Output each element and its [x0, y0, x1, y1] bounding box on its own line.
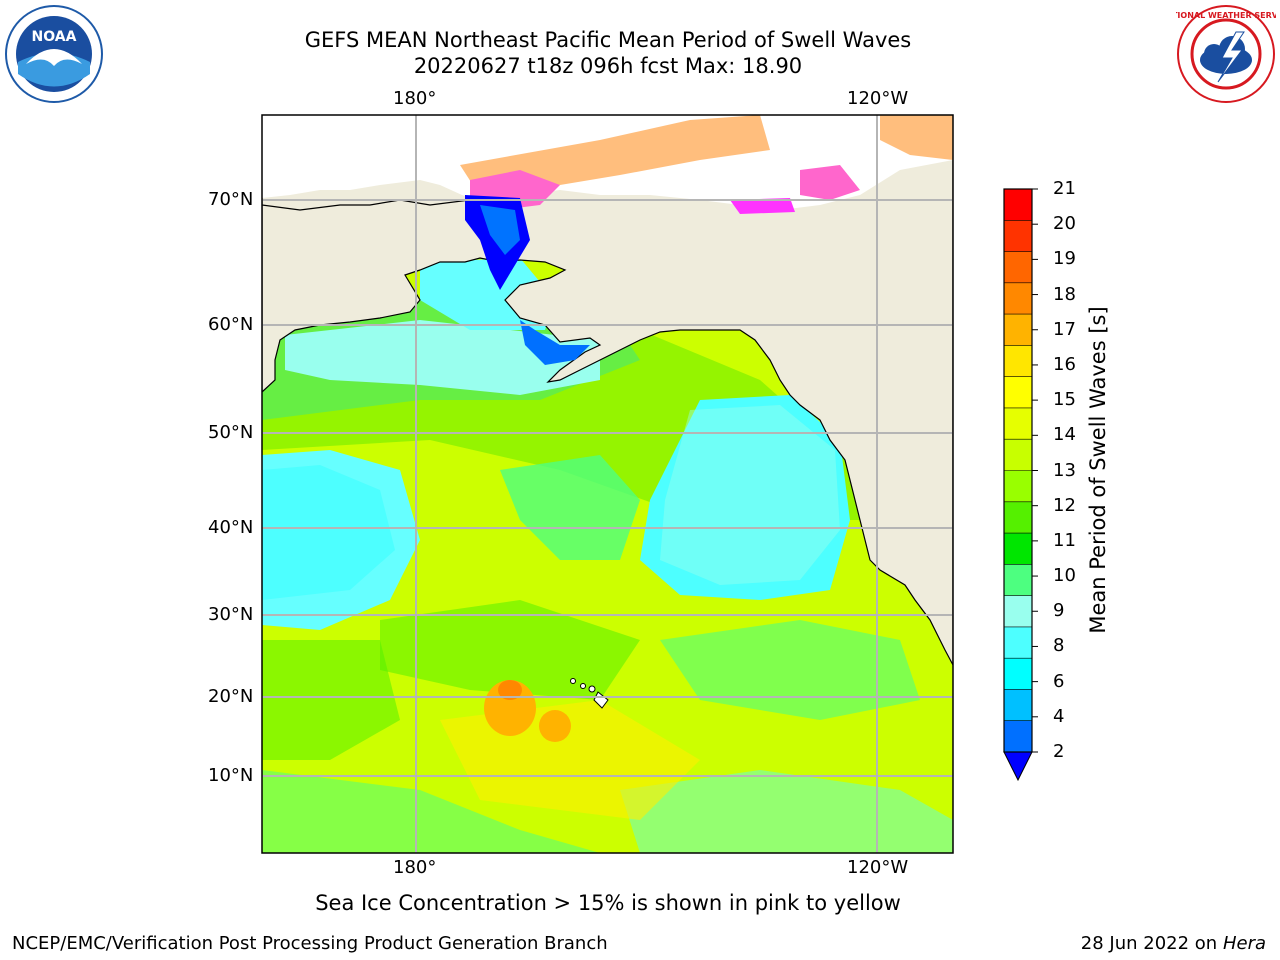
swell-west-cyan-core	[262, 465, 395, 600]
lat-tick-10n: 10°N	[208, 765, 254, 786]
colorbar-level-label: 10	[1053, 565, 1076, 587]
colorbar-level-label: 13	[1053, 459, 1076, 481]
colorbar-extend-arrow	[1003, 751, 1033, 782]
noaa-logo-text: NOAA	[32, 29, 77, 45]
colorbar-level-label: 14	[1053, 424, 1076, 446]
colorbar-segment	[1004, 470, 1032, 503]
lon-tick-top-180: 180°	[393, 88, 437, 109]
colorbar-segment	[1004, 376, 1032, 409]
colorbar-level-label: 21	[1053, 178, 1076, 199]
colorbar-level-label: 2	[1053, 741, 1065, 762]
chart-title: GEFS MEAN Northeast Pacific Mean Period …	[304, 28, 912, 52]
noaa-logo: NOAA	[5, 5, 103, 103]
swell-sw-green	[262, 640, 400, 760]
nws-logo-text: NATIONAL WEATHER SERVICE	[1176, 11, 1276, 20]
colorbar-segment	[1004, 220, 1032, 253]
swell-hotspot-core	[498, 680, 522, 700]
swell-east-green	[660, 620, 920, 720]
sea-ice-orange	[460, 115, 770, 196]
colorbar-level-label: 12	[1053, 494, 1076, 516]
colorbar-level-label: 15	[1053, 389, 1076, 411]
colorbar-level-label: 16	[1053, 353, 1076, 375]
colorbar-level-label: 6	[1053, 670, 1065, 692]
colorbar-segment	[1004, 626, 1032, 659]
colorbar-level-label: 19	[1053, 248, 1076, 270]
colorbar-level-label: 18	[1053, 283, 1076, 305]
colorbar-segment	[1004, 314, 1032, 346]
colorbar-segment	[1004, 189, 1032, 221]
swell-south-green	[262, 770, 600, 853]
chart-subtitle: 20220627 t18z 096h fcst Max: 18.90	[413, 54, 803, 78]
hawaii-island-2	[580, 683, 586, 689]
map-gridlines	[262, 115, 953, 853]
lon-tick-top-120w: 120°W	[847, 88, 909, 109]
colorbar	[1004, 188, 1038, 753]
lat-tick-40n: 40°N	[208, 517, 254, 538]
colorbar-segment	[1004, 720, 1032, 753]
swell-central-green	[380, 600, 640, 700]
colorbar-level-label: 4	[1053, 705, 1065, 727]
colorbar-segment	[1004, 533, 1032, 565]
footer-credit: NCEP/EMC/Verification Post Processing Pr…	[12, 933, 608, 954]
swell-mid-green	[500, 455, 640, 560]
colorbar-segment	[1004, 501, 1032, 534]
hawaii-island-3	[588, 685, 596, 693]
swell-hotspot-2	[539, 710, 571, 742]
sea-ice-magenta	[730, 198, 795, 214]
swell-east-cyan-blob	[640, 395, 850, 600]
lat-tick-50n: 50°N	[208, 422, 254, 443]
swell-se-green	[620, 770, 953, 853]
lon-tick-bottom-180: 180°	[393, 857, 437, 878]
colorbar-level-label: 11	[1053, 529, 1076, 551]
swell-bristol-blue	[520, 320, 590, 365]
colorbar-level-label: 8	[1053, 635, 1065, 657]
colorbar-title: Mean Period of Swell Waves [s]	[1086, 306, 1110, 634]
colorbar-segment	[1004, 689, 1032, 722]
hawaii-island-1	[570, 678, 576, 684]
swell-hotspot-1	[484, 680, 536, 736]
colorbar-segment	[1004, 439, 1032, 471]
colorbar-segment	[1004, 345, 1032, 378]
colorbar-segment	[1004, 407, 1032, 440]
nws-logo: NATIONAL WEATHER SERVICE	[1176, 5, 1276, 103]
colorbar-segment	[1004, 658, 1032, 690]
map-field	[262, 115, 953, 853]
lat-tick-60n: 60°N	[208, 314, 254, 335]
lat-tick-70n: 70°N	[208, 189, 254, 210]
colorbar-level-label: 9	[1053, 600, 1065, 622]
colorbar-segment	[1004, 595, 1032, 628]
footer-host: Hera	[1222, 933, 1266, 954]
colorbar-frame	[1003, 188, 1033, 753]
footer-date: 28 Jun 2022 on Hera	[1081, 933, 1266, 954]
colorbar-segment	[1004, 564, 1032, 597]
map-frame	[261, 114, 954, 854]
sea-ice-orange-east	[880, 115, 953, 160]
footer-date-text: 28 Jun 2022 on	[1080, 933, 1218, 954]
colorbar-level-label: 20	[1053, 213, 1076, 235]
colorbar-level-label: 17	[1053, 318, 1076, 340]
lat-tick-30n: 30°N	[208, 604, 254, 625]
swell-bering-strait-light	[480, 205, 520, 255]
sea-ice-note: Sea Ice Concentration > 15% is shown in …	[315, 891, 901, 915]
colorbar-segment	[1004, 251, 1032, 284]
lat-tick-20n: 20°N	[208, 686, 254, 707]
sea-ice-pink-east	[800, 165, 860, 200]
lon-tick-bottom-120w: 120°W	[847, 857, 909, 878]
swell-bering-cyan	[285, 320, 600, 395]
colorbar-segment	[1004, 282, 1032, 315]
swell-east-cyan-inner	[660, 405, 840, 585]
